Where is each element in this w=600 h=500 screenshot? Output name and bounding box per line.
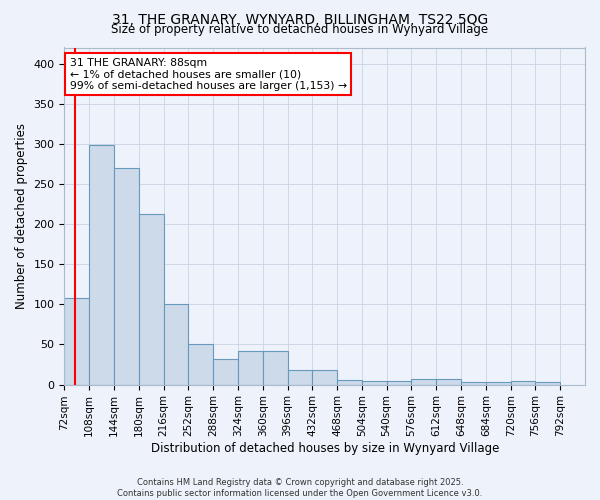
Bar [486, 382, 511, 384]
Bar [238, 351, 263, 384]
Bar [535, 382, 560, 384]
Bar [362, 380, 386, 384]
Bar [114, 168, 139, 384]
Bar [263, 351, 287, 384]
Bar [64, 298, 89, 384]
Y-axis label: Number of detached properties: Number of detached properties [15, 123, 28, 309]
Bar [313, 370, 337, 384]
Bar [412, 379, 436, 384]
Text: Size of property relative to detached houses in Wynyard Village: Size of property relative to detached ho… [112, 22, 488, 36]
Bar [436, 379, 461, 384]
Bar [89, 146, 114, 384]
Bar [287, 370, 313, 384]
X-axis label: Distribution of detached houses by size in Wynyard Village: Distribution of detached houses by size … [151, 442, 499, 455]
Text: 31, THE GRANARY, WYNYARD, BILLINGHAM, TS22 5QG: 31, THE GRANARY, WYNYARD, BILLINGHAM, TS… [112, 12, 488, 26]
Bar [188, 344, 213, 385]
Bar [139, 214, 164, 384]
Text: Contains HM Land Registry data © Crown copyright and database right 2025.
Contai: Contains HM Land Registry data © Crown c… [118, 478, 482, 498]
Text: 31 THE GRANARY: 88sqm
← 1% of detached houses are smaller (10)
99% of semi-detac: 31 THE GRANARY: 88sqm ← 1% of detached h… [70, 58, 347, 91]
Bar [337, 380, 362, 384]
Bar [511, 382, 535, 384]
Bar [386, 380, 412, 384]
Bar [461, 382, 486, 384]
Bar [164, 304, 188, 384]
Bar [213, 359, 238, 384]
